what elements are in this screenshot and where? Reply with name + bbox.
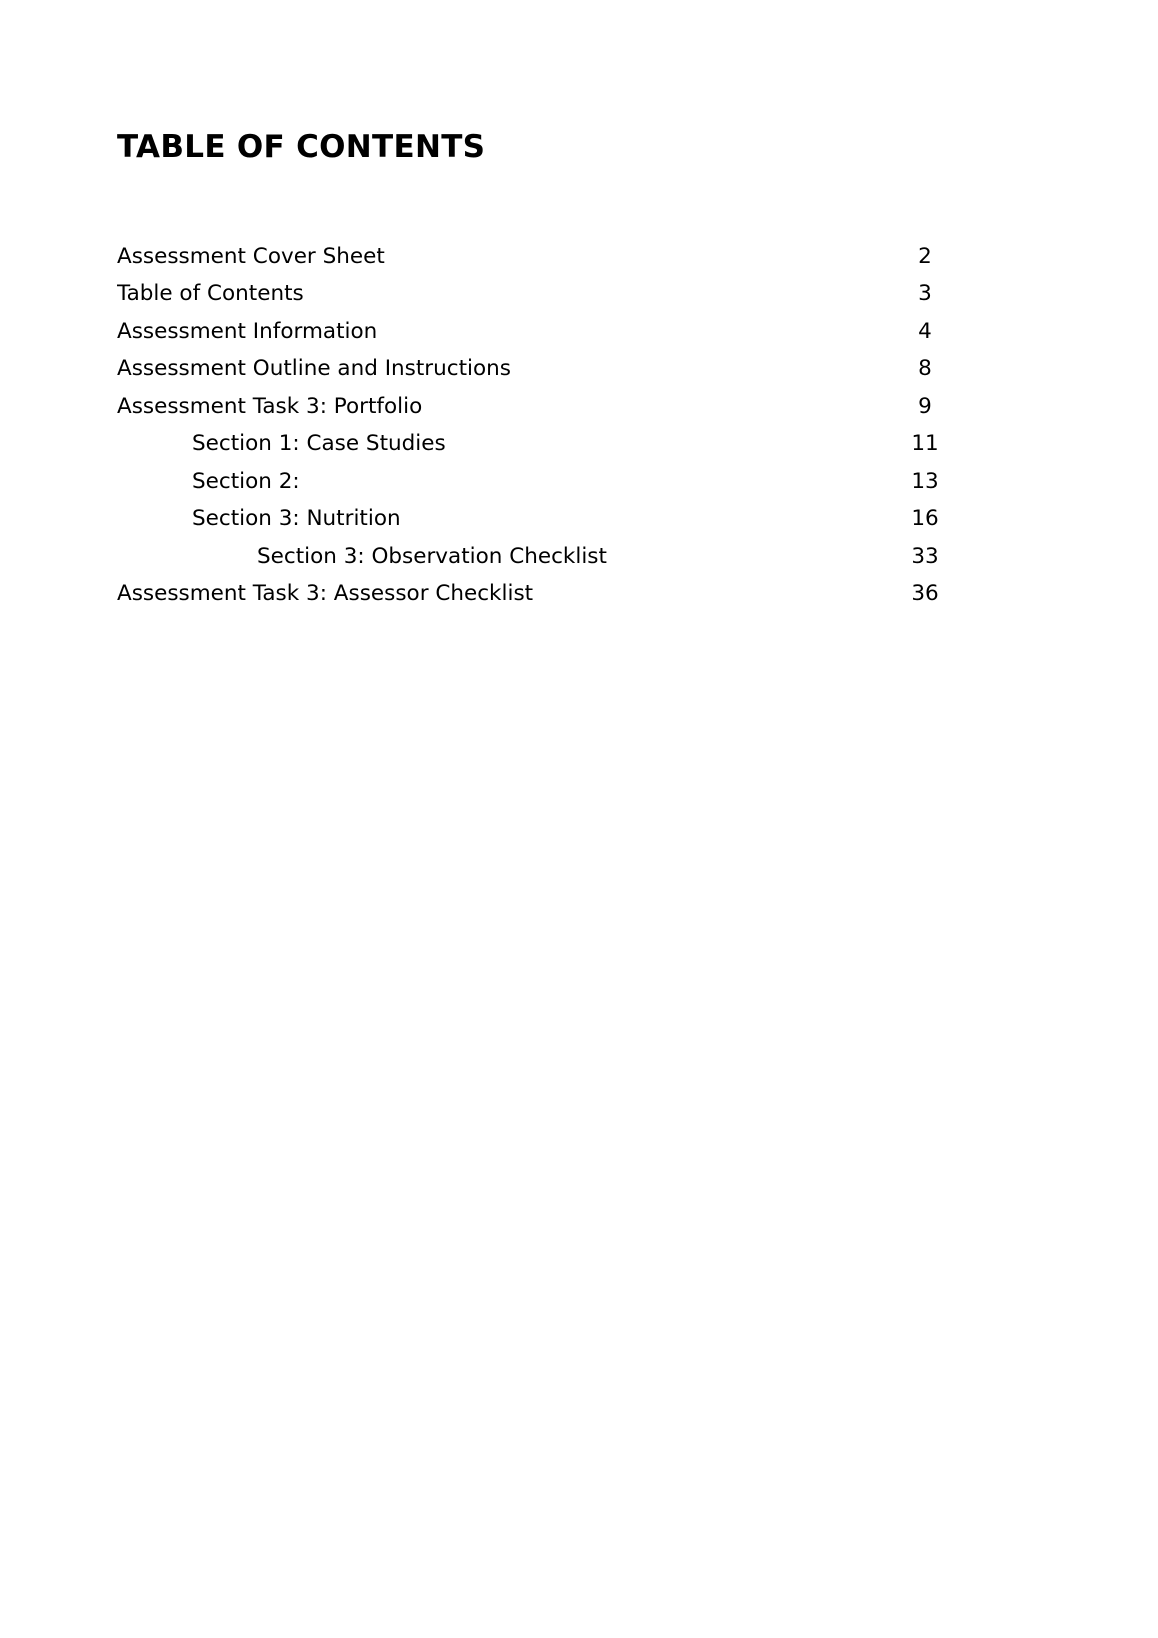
toc-entry-page-number: 8 <box>918 356 932 382</box>
toc-entry[interactable]: Assessment Task 3: Assessor Checklist 36 <box>117 576 955 614</box>
toc-entry-page-number: 9 <box>918 393 932 419</box>
toc-entry-label: Assessment Cover Sheet <box>117 243 385 269</box>
toc-entry-label: Table of Contents <box>117 281 304 307</box>
toc-entry-label: Assessment Task 3: Assessor Checklist <box>117 581 534 607</box>
toc-entry-page-number: 2 <box>918 243 932 269</box>
toc-entry-page-number: 33 <box>911 543 939 569</box>
toc-entry[interactable]: Assessment Task 3: Portfolio 9 <box>117 388 955 426</box>
toc-entry-label: Section 2: <box>192 468 300 494</box>
toc-entry[interactable]: Section 3: Nutrition 16 <box>117 501 955 539</box>
toc-entry[interactable]: Section 3: Observation Checklist 33 <box>117 538 955 576</box>
toc-entry-label: Section 3: Nutrition <box>192 506 401 532</box>
toc-entry-page-number: 36 <box>911 581 939 607</box>
toc-entry[interactable]: Assessment Cover Sheet 2 <box>117 238 955 276</box>
toc-entry[interactable]: Assessment Outline and Instructions 8 <box>117 351 955 389</box>
toc-entry[interactable]: Section 2: 13 <box>117 463 955 501</box>
table-of-contents: Assessment Cover Sheet 2 Table of Conten… <box>117 238 955 613</box>
toc-entry-label: Assessment Task 3: Portfolio <box>117 393 423 419</box>
toc-entry-label: Assessment Information <box>117 318 378 344</box>
toc-entry-label: Assessment Outline and Instructions <box>117 356 511 382</box>
toc-entry[interactable]: Assessment Information 4 <box>117 313 955 351</box>
toc-entry[interactable]: Section 1: Case Studies 11 <box>117 426 955 464</box>
page-title: TABLE OF CONTENTS <box>117 129 486 165</box>
toc-entry-page-number: 4 <box>918 318 932 344</box>
toc-entry-label: Section 3: Observation Checklist <box>257 543 607 569</box>
toc-entry-page-number: 3 <box>918 281 932 307</box>
toc-entry[interactable]: Table of Contents 3 <box>117 276 955 314</box>
toc-entry-page-number: 11 <box>911 431 939 457</box>
toc-entry-page-number: 16 <box>911 506 939 532</box>
toc-entry-page-number: 13 <box>911 468 939 494</box>
toc-entry-label: Section 1: Case Studies <box>192 431 446 457</box>
